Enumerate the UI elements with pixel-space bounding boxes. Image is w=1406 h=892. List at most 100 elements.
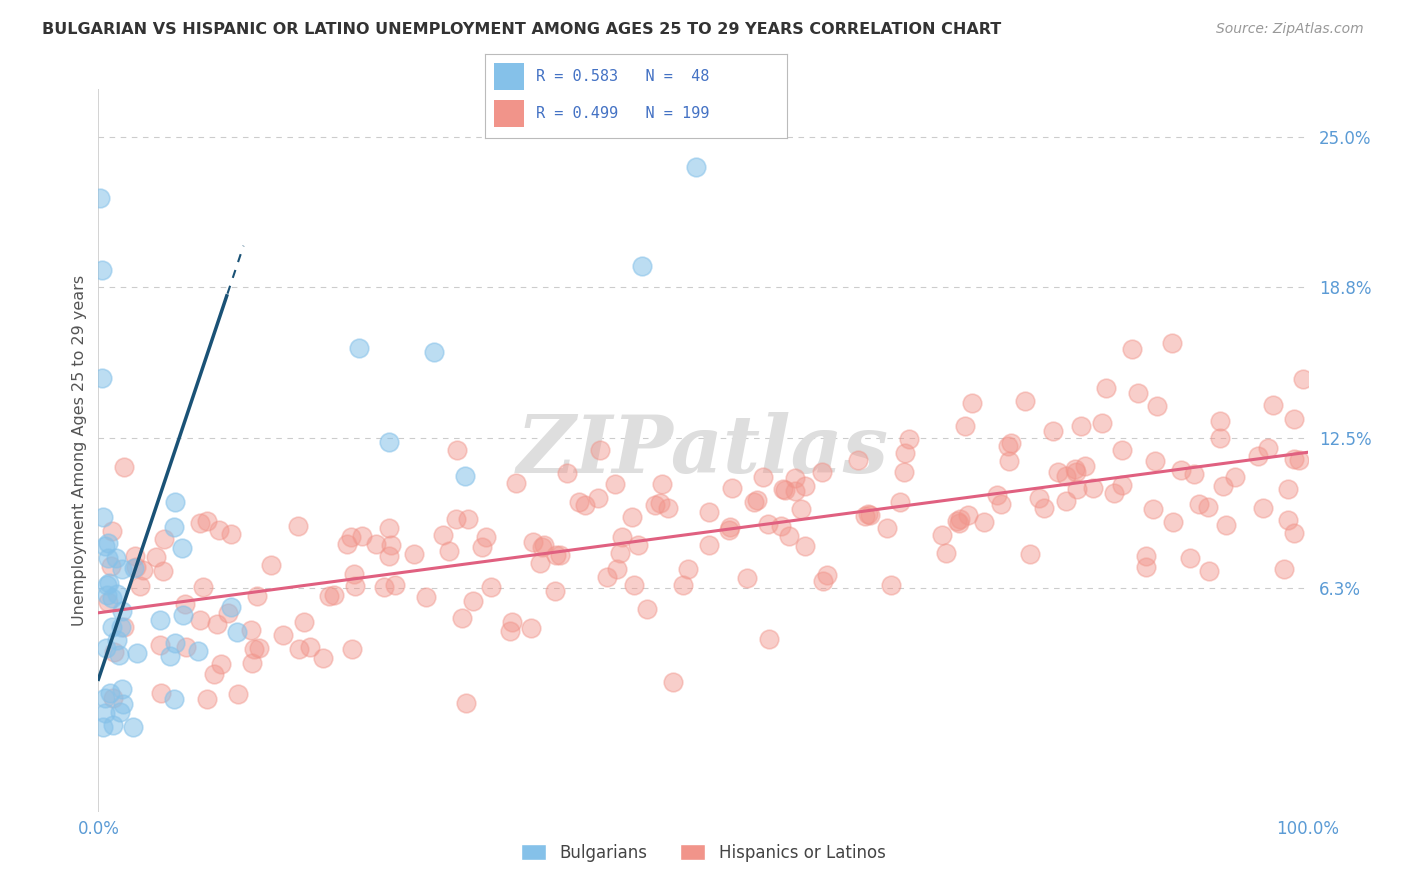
Point xyxy=(772,483,794,497)
Point xyxy=(595,570,617,584)
Point xyxy=(437,543,460,558)
Point xyxy=(588,442,610,457)
Point xyxy=(101,591,124,605)
Point xyxy=(1046,465,1069,479)
Point xyxy=(163,495,186,509)
Point xyxy=(651,477,673,491)
Point xyxy=(98,686,121,700)
Point xyxy=(1282,452,1305,467)
Point xyxy=(288,641,311,656)
Point xyxy=(111,604,134,618)
Point xyxy=(1014,394,1036,409)
Point xyxy=(93,539,115,553)
Bar xyxy=(494,62,524,90)
Point xyxy=(609,546,631,560)
Point xyxy=(623,578,645,592)
Point xyxy=(112,459,135,474)
Point xyxy=(97,594,120,608)
Point xyxy=(544,583,567,598)
Point xyxy=(246,589,269,603)
Point xyxy=(242,641,264,656)
Point xyxy=(96,588,118,602)
Point xyxy=(463,594,485,608)
Point xyxy=(100,524,122,538)
Point xyxy=(1111,478,1133,492)
Point xyxy=(603,477,626,491)
Point xyxy=(1212,479,1234,493)
Point xyxy=(858,508,880,523)
Point xyxy=(846,453,869,467)
Point xyxy=(474,530,496,544)
Point xyxy=(990,498,1012,512)
Point xyxy=(415,590,437,604)
Point xyxy=(627,538,650,552)
Point xyxy=(149,638,172,652)
Text: R = 0.583   N =  48: R = 0.583 N = 48 xyxy=(537,69,710,84)
Point xyxy=(111,562,134,576)
Point xyxy=(125,646,148,660)
Point xyxy=(533,538,555,552)
Point xyxy=(228,687,250,701)
Point xyxy=(112,620,135,634)
Point xyxy=(94,691,117,706)
Point xyxy=(1288,452,1310,467)
Point xyxy=(1143,454,1166,468)
Point xyxy=(163,636,186,650)
Point xyxy=(1215,517,1237,532)
Point xyxy=(588,491,610,506)
Point xyxy=(620,509,643,524)
Point xyxy=(456,696,478,710)
Text: BULGARIAN VS HISPANIC OR LATINO UNEMPLOYMENT AMONG AGES 25 TO 29 YEARS CORRELATI: BULGARIAN VS HISPANIC OR LATINO UNEMPLOY… xyxy=(42,22,1001,37)
Point xyxy=(1282,411,1305,425)
Point xyxy=(457,512,479,526)
Point xyxy=(960,396,983,410)
Point xyxy=(350,529,373,543)
Point xyxy=(101,620,124,634)
Point xyxy=(769,519,792,533)
Point xyxy=(1095,381,1118,395)
Point xyxy=(1064,462,1087,476)
Point xyxy=(1142,501,1164,516)
Point xyxy=(522,534,544,549)
Point xyxy=(793,539,815,553)
Point xyxy=(378,521,401,535)
Point xyxy=(104,550,127,565)
Point xyxy=(568,494,591,508)
Legend: Bulgarians, Hispanics or Latinos: Bulgarians, Hispanics or Latinos xyxy=(515,837,891,869)
Point xyxy=(505,475,527,490)
Point xyxy=(103,645,125,659)
Point xyxy=(1091,417,1114,431)
Point xyxy=(1081,481,1104,495)
Point xyxy=(91,510,114,524)
Point xyxy=(172,607,194,622)
Point xyxy=(1225,470,1247,484)
Point xyxy=(404,547,426,561)
Point xyxy=(163,520,186,534)
Point xyxy=(783,484,806,499)
Point xyxy=(499,624,522,639)
Point xyxy=(1054,468,1077,483)
Point xyxy=(217,606,239,620)
Point xyxy=(662,675,685,690)
Point xyxy=(721,481,744,495)
Text: Source: ZipAtlas.com: Source: ZipAtlas.com xyxy=(1216,22,1364,37)
Point xyxy=(1161,515,1184,529)
Point xyxy=(323,588,346,602)
Point xyxy=(1019,547,1042,561)
Point xyxy=(299,640,322,654)
Point xyxy=(856,508,879,522)
Point xyxy=(544,549,567,563)
Point xyxy=(1277,513,1299,527)
Point xyxy=(450,611,472,625)
Point xyxy=(172,541,194,555)
Point xyxy=(195,692,218,706)
Point xyxy=(1028,491,1050,506)
Point xyxy=(1182,467,1205,482)
Point xyxy=(191,580,214,594)
Point xyxy=(108,705,131,719)
Point xyxy=(423,344,446,359)
Point xyxy=(96,578,118,592)
Point xyxy=(1000,436,1022,450)
Point xyxy=(1054,494,1077,508)
Point xyxy=(209,657,232,672)
